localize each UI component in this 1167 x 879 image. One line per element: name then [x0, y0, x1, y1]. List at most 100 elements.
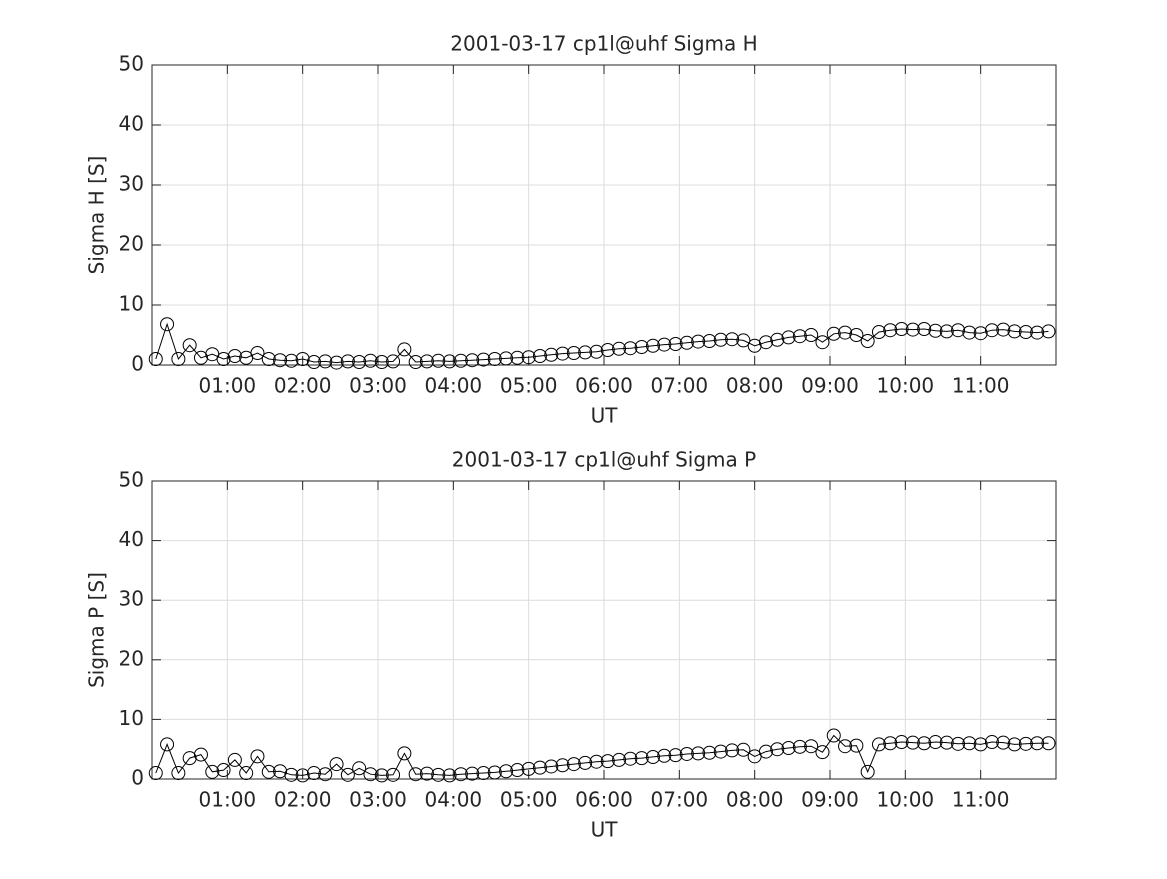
- data-point: [634, 751, 649, 766]
- data-point: [193, 747, 208, 762]
- data-point: [939, 735, 954, 750]
- data-point: [600, 754, 615, 769]
- data-point: [758, 744, 773, 759]
- data-point: [566, 346, 581, 360]
- y-tick-label: 50: [119, 468, 144, 492]
- data-point: [442, 768, 457, 783]
- data-point: [815, 745, 830, 760]
- data-point: [736, 333, 751, 348]
- chart-title: 2001-03-17 cp1l@uhf Sigma P: [452, 448, 756, 472]
- data-point: [1007, 737, 1022, 752]
- data-point: [273, 353, 288, 368]
- x-tick-label: 01:00: [199, 788, 257, 812]
- data-point: [1007, 324, 1022, 339]
- data-point: [657, 337, 672, 352]
- data-point: [600, 343, 615, 357]
- data-point: [205, 764, 220, 779]
- x-tick-label: 04:00: [425, 788, 483, 812]
- x-tick-label: 05:00: [500, 374, 558, 398]
- data-point: [521, 761, 536, 776]
- x-tick-label: 05:00: [500, 788, 558, 812]
- data-point: [284, 767, 299, 782]
- data-point: [725, 743, 740, 758]
- data-point: [261, 764, 276, 779]
- data-point: [544, 347, 559, 362]
- data-point: [352, 761, 367, 776]
- data-point: [566, 757, 581, 772]
- data-point: [295, 352, 310, 366]
- data-point: [781, 741, 796, 756]
- data-point: [465, 353, 480, 368]
- data-point: [193, 350, 208, 365]
- data-point: [487, 352, 502, 366]
- y-tick-label: 50: [119, 52, 144, 76]
- data-point: [973, 737, 988, 752]
- data-point: [1041, 736, 1056, 751]
- data-point: [815, 335, 830, 350]
- data-point: [612, 341, 627, 356]
- data-point: [713, 332, 728, 347]
- data-point: [634, 340, 649, 354]
- data-point: [860, 334, 875, 348]
- data-point: [826, 728, 841, 743]
- data-point: [871, 325, 886, 339]
- data-point: [408, 767, 423, 782]
- data-point: [340, 354, 355, 369]
- data-point: [318, 767, 333, 782]
- data-point: [363, 767, 378, 782]
- data-point: [487, 765, 502, 780]
- data-point: [905, 322, 920, 337]
- data-point: [691, 334, 706, 349]
- data-point: [431, 353, 446, 368]
- y-tick-label: 30: [119, 172, 144, 196]
- y-tick-label: 10: [119, 292, 144, 316]
- y-tick-label: 10: [119, 706, 144, 730]
- data-point: [838, 739, 853, 754]
- data-point: [894, 322, 909, 336]
- data-point: [668, 337, 683, 351]
- data-point: [521, 350, 536, 365]
- data-point: [419, 354, 434, 369]
- y-tick-label: 20: [119, 232, 144, 256]
- data-point: [216, 352, 231, 366]
- x-tick-label: 03:00: [349, 788, 407, 812]
- data-point: [984, 735, 999, 750]
- data-point: [702, 745, 717, 760]
- data-point: [306, 766, 321, 781]
- y-tick-label: 0: [131, 352, 144, 376]
- data-point: [578, 345, 593, 360]
- data-point: [397, 342, 412, 357]
- x-tick-label: 09:00: [801, 788, 859, 812]
- y-tick-label: 0: [131, 766, 144, 790]
- x-tick-label: 04:00: [425, 374, 483, 398]
- data-point: [1018, 325, 1033, 339]
- axes-frame: [151, 480, 1057, 780]
- data-point: [917, 322, 932, 336]
- data-point: [657, 748, 672, 763]
- x-tick-label: 08:00: [726, 788, 784, 812]
- y-tick-label: 40: [119, 527, 144, 551]
- data-point: [340, 767, 355, 782]
- x-axis-label: UT: [591, 818, 619, 842]
- data-point: [261, 352, 276, 366]
- data-point: [250, 346, 265, 360]
- data-point: [386, 354, 401, 369]
- y-axis-label: Sigma P [S]: [85, 572, 109, 688]
- x-tick-label: 10:00: [877, 788, 935, 812]
- data-point: [578, 755, 593, 770]
- data-point: [295, 768, 310, 783]
- data-point: [871, 737, 886, 752]
- data-point: [182, 338, 197, 353]
- data-point: [849, 738, 864, 753]
- data-point: [216, 763, 231, 778]
- data-point: [917, 736, 932, 751]
- data-point: [1018, 736, 1033, 751]
- data-point: [510, 763, 525, 778]
- data-point: [758, 335, 773, 350]
- data-point: [702, 334, 717, 348]
- data-point: [962, 736, 977, 751]
- data-point: [747, 338, 762, 353]
- x-tick-label: 01:00: [199, 374, 257, 398]
- x-tick-label: 02:00: [274, 788, 332, 812]
- data-point: [499, 764, 514, 779]
